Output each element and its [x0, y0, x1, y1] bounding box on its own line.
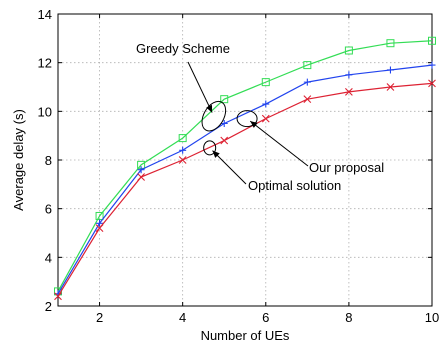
data-point-greedy-scheme [178, 134, 187, 143]
data-point-optimal-solution [95, 224, 104, 233]
annotation-label-optimal: Optimal solution [248, 178, 341, 193]
data-point-optimal-solution [54, 292, 62, 301]
series-layer [54, 36, 436, 301]
data-point-our-proposal [428, 61, 436, 69]
data-point-greedy-scheme [303, 61, 312, 70]
annotation-ellipse-our-proposal [236, 110, 258, 128]
data-point-optimal-solution [386, 83, 395, 91]
y-tick-label: 8 [45, 153, 52, 168]
x-tick-label: 2 [96, 310, 103, 325]
data-point-our-proposal [345, 71, 353, 79]
x-tick-label: 6 [262, 310, 269, 325]
y-tick-label: 14 [38, 7, 52, 22]
data-point-optimal-solution [345, 87, 353, 96]
series-line-greedy-scheme [57, 40, 433, 292]
y-axis-label: Average delay (s) [11, 109, 26, 211]
data-point-optimal-solution [137, 173, 145, 181]
y-tick-label: 12 [38, 56, 52, 71]
data-point-optimal-solution [428, 79, 436, 88]
data-point-greedy-scheme [428, 36, 436, 45]
y-tick-label: 4 [45, 250, 52, 265]
annotation-label-greedy: Greedy Scheme [136, 41, 230, 56]
x-axis-label: Number of UEs [201, 328, 290, 343]
data-point-our-proposal [220, 120, 228, 127]
annotation-greedy: Greedy Scheme [136, 41, 230, 132]
data-point-optimal-solution [178, 156, 187, 164]
data-point-greedy-scheme [220, 95, 229, 104]
y-tick-label: 6 [45, 202, 52, 217]
annotation-arrowhead-greedy [206, 104, 213, 113]
x-tick-label: 8 [345, 310, 352, 325]
series-optimal-solution [54, 79, 436, 301]
annotation-arrow-optimal [212, 150, 247, 185]
x-tick-label: 10 [425, 310, 439, 325]
annotation-arrow-greedy [187, 61, 213, 113]
y-tick-label: 2 [45, 299, 52, 314]
series-our-proposal [54, 61, 436, 298]
data-point-our-proposal [96, 219, 104, 227]
data-point-optimal-solution [220, 136, 229, 145]
data-point-greedy-scheme [95, 211, 104, 220]
annotation-label-our-proposal: Our proposal [309, 160, 384, 175]
data-point-our-proposal [179, 146, 187, 154]
data-point-greedy-scheme [386, 39, 395, 48]
data-point-greedy-scheme [344, 46, 353, 55]
data-point-our-proposal [303, 78, 311, 86]
annotation-arrow-our-proposal [249, 120, 309, 167]
series-line-optimal-solution [57, 82, 433, 297]
data-point-our-proposal [262, 100, 270, 108]
annotation-our-proposal: Our proposal [236, 110, 384, 175]
data-point-optimal-solution [303, 95, 312, 104]
annotation-optimal: Optimal solution [203, 140, 341, 193]
data-point-our-proposal [137, 166, 145, 174]
annotation-ellipse-greedy [201, 100, 227, 132]
data-point-our-proposal [386, 66, 394, 74]
annotation-ellipse-optimal [203, 140, 217, 156]
axis-ticks: 2 4 6 8 10 2 4 6 8 10 12 14 [38, 7, 440, 325]
series-line-our-proposal [57, 64, 433, 295]
x-tick-label: 4 [179, 310, 186, 325]
data-point-greedy-scheme [261, 78, 270, 87]
data-point-optimal-solution [261, 114, 270, 123]
y-tick-label: 10 [38, 104, 52, 119]
